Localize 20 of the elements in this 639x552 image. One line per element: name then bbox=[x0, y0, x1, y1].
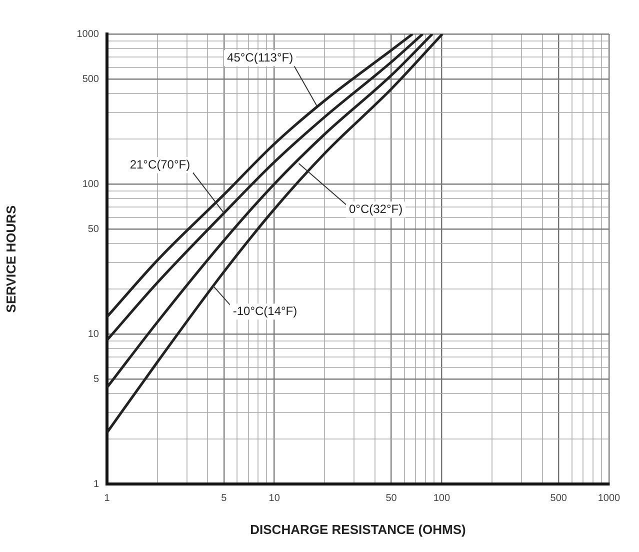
x-tick-label: 1000 bbox=[598, 492, 621, 504]
y-tick-label: 5 bbox=[93, 374, 100, 385]
x-tick-label: 1 bbox=[104, 492, 110, 504]
x-tick-label: 50 bbox=[386, 492, 398, 504]
y-tick-label: 50 bbox=[88, 224, 100, 235]
x-tick-label: 5 bbox=[221, 492, 228, 504]
annotation: -10°C(14°F) bbox=[232, 304, 298, 318]
y-tick-label: 500 bbox=[82, 74, 100, 85]
x-axis-title: DISCHARGE RESISTANCE (OHMS) bbox=[250, 522, 466, 537]
annotation: 21°C(70°F) bbox=[130, 157, 190, 172]
y-tick-label: 1 bbox=[93, 478, 100, 490]
x-tick-label: 500 bbox=[550, 492, 568, 504]
x-tick-label: 10 bbox=[268, 492, 280, 504]
annotation: 0°C(32°F) bbox=[348, 202, 403, 216]
y-tick-label: 10 bbox=[88, 328, 100, 340]
x-tick-label: 100 bbox=[433, 492, 450, 504]
annotation: 45°C(113°F) bbox=[227, 50, 294, 65]
y-tick-label: 1000 bbox=[76, 28, 100, 40]
y-tick-label: 100 bbox=[82, 178, 100, 190]
y-axis-title: SERVICE HOURS bbox=[3, 204, 18, 313]
